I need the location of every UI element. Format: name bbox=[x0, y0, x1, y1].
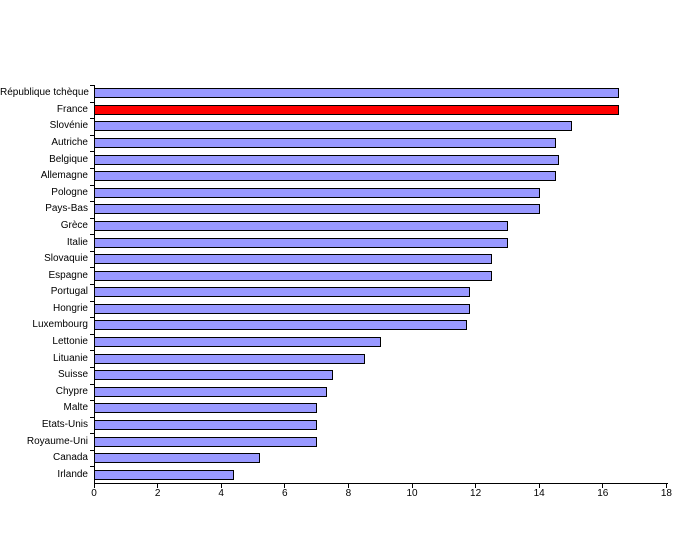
x-tick-label: 18 bbox=[660, 488, 672, 499]
x-tick-label: 14 bbox=[533, 488, 545, 499]
y-axis-tick bbox=[89, 267, 94, 269]
bar bbox=[93, 453, 260, 464]
category-label: France bbox=[56, 103, 88, 115]
y-axis-tick bbox=[89, 151, 94, 153]
x-axis-tick bbox=[220, 483, 222, 488]
x-tick-label: 0 bbox=[91, 488, 97, 499]
y-axis-tick bbox=[89, 284, 94, 285]
x-tick-label: 12 bbox=[470, 488, 482, 499]
category-label: Hongrie bbox=[52, 302, 88, 314]
bar bbox=[93, 337, 381, 348]
category-label: Slovaquie bbox=[44, 253, 88, 265]
x-axis-tick bbox=[157, 483, 159, 488]
bar bbox=[93, 386, 327, 397]
y-axis-tick bbox=[89, 250, 94, 252]
bar bbox=[93, 88, 620, 99]
y-axis-tick bbox=[89, 449, 94, 451]
y-axis-tick bbox=[89, 217, 94, 219]
bar bbox=[93, 220, 508, 231]
bar bbox=[93, 187, 540, 198]
y-axis-tick bbox=[89, 300, 94, 302]
category-label: Royaume-Uni bbox=[26, 435, 88, 447]
category-label: Chypre bbox=[55, 385, 88, 397]
y-axis-tick bbox=[89, 184, 94, 186]
bar bbox=[93, 370, 333, 381]
x-tick-label: 2 bbox=[154, 488, 161, 499]
y-axis-line bbox=[93, 85, 95, 484]
y-axis-tick bbox=[89, 383, 94, 385]
y-axis-tick bbox=[89, 433, 94, 435]
bar bbox=[93, 138, 556, 149]
category-label: Slovénie bbox=[49, 120, 88, 132]
x-axis-tick bbox=[602, 483, 604, 488]
category-label: Pays-Bas bbox=[45, 203, 88, 215]
x-axis-tick bbox=[665, 483, 667, 488]
x-axis-tick bbox=[284, 483, 286, 488]
y-axis-tick bbox=[89, 366, 94, 368]
category-label: Autriche bbox=[51, 137, 88, 149]
y-axis-tick bbox=[89, 333, 94, 335]
y-axis-tick bbox=[89, 234, 94, 236]
y-axis-tick bbox=[89, 201, 94, 203]
bar bbox=[93, 419, 318, 430]
category-label: République tchèque bbox=[0, 87, 89, 99]
y-axis-tick bbox=[89, 85, 94, 86]
y-axis-tick bbox=[89, 466, 94, 468]
bar bbox=[93, 204, 540, 215]
y-axis-tick bbox=[89, 118, 94, 120]
category-label: Espagne bbox=[48, 269, 88, 281]
x-tick-label: 6 bbox=[282, 488, 288, 499]
category-label: Etats-Unis bbox=[41, 418, 88, 430]
y-axis-tick bbox=[89, 167, 94, 169]
bar bbox=[93, 303, 470, 314]
x-axis-tick bbox=[411, 483, 413, 488]
category-label: Lettonie bbox=[52, 336, 88, 348]
category-label: Grèce bbox=[60, 219, 88, 231]
category-label: Allemagne bbox=[40, 170, 88, 182]
x-axis-tick bbox=[475, 483, 477, 488]
bar bbox=[93, 237, 508, 248]
y-axis-tick bbox=[89, 101, 94, 103]
bar bbox=[93, 121, 572, 132]
category-label: Suisse bbox=[57, 369, 88, 381]
bar bbox=[93, 469, 235, 480]
y-axis-tick bbox=[89, 350, 94, 352]
y-axis-tick bbox=[89, 317, 94, 319]
category-label: Italie bbox=[66, 236, 88, 248]
x-axis-tick bbox=[538, 483, 540, 488]
x-tick-label: 10 bbox=[406, 488, 418, 499]
category-label: Canada bbox=[52, 452, 88, 464]
bar-highlighted bbox=[93, 104, 620, 115]
x-tick-label: 16 bbox=[597, 488, 609, 499]
category-label: Pologne bbox=[51, 186, 88, 198]
bar bbox=[93, 171, 556, 182]
bar bbox=[93, 287, 470, 298]
y-axis-tick bbox=[89, 134, 94, 136]
x-axis-line bbox=[93, 483, 668, 484]
bar bbox=[93, 320, 467, 331]
bar bbox=[93, 353, 365, 364]
category-label: Luxembourg bbox=[32, 319, 88, 331]
bar bbox=[93, 154, 559, 165]
bar bbox=[93, 403, 318, 414]
category-label: Malte bbox=[63, 402, 88, 414]
category-label: Irlande bbox=[57, 468, 88, 480]
bar bbox=[93, 254, 492, 265]
x-axis-tick bbox=[93, 483, 95, 488]
category-label: Belgique bbox=[49, 153, 88, 165]
y-axis-tick bbox=[89, 400, 94, 402]
y-axis-tick bbox=[89, 416, 94, 418]
bar bbox=[93, 436, 318, 447]
category-label: Portugal bbox=[50, 286, 88, 298]
x-tick-label: 4 bbox=[218, 488, 224, 499]
bar bbox=[93, 270, 492, 281]
x-tick-label: 8 bbox=[345, 488, 352, 499]
x-axis-tick bbox=[347, 483, 349, 488]
category-label: Lituanie bbox=[52, 352, 88, 364]
